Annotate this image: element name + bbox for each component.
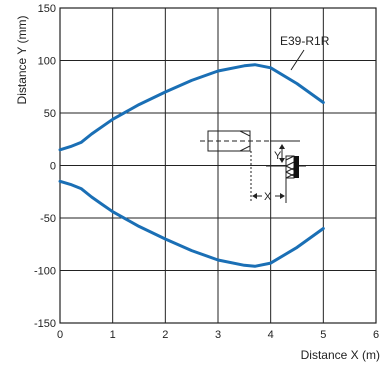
x-arrow-head-right xyxy=(280,193,285,199)
series-curve-upper xyxy=(58,63,325,152)
y-tick-label: 0 xyxy=(50,161,56,173)
series-label-e39-r1r: E39-R1R xyxy=(280,34,330,48)
series-label-leader xyxy=(290,49,305,71)
y-tick-label: 50 xyxy=(44,108,56,120)
y-tick-label: -50 xyxy=(40,213,56,225)
x-tick-label: 6 xyxy=(373,329,379,341)
reflector-backing xyxy=(294,156,299,178)
grid-lines xyxy=(60,8,376,323)
x-tick-label: 2 xyxy=(162,329,168,341)
setup-diagram: Y X xyxy=(200,130,306,203)
tick-labels: 0 1 2 3 4 5 6 150 100 50 0 -50 -100 -150 xyxy=(34,3,379,341)
x-tick-label: 4 xyxy=(268,329,274,341)
y-tick-label: -150 xyxy=(34,318,56,330)
x-tick-label: 5 xyxy=(320,329,326,341)
x-axis-label: Distance X (m) xyxy=(301,348,380,362)
series-curve-lower xyxy=(58,179,325,268)
y-tick-label: 150 xyxy=(38,3,56,15)
y-arrow-head-up xyxy=(279,144,285,149)
y-dimension-label: Y xyxy=(274,150,282,162)
x-tick-label: 0 xyxy=(57,329,63,341)
y-arrow-head-down xyxy=(279,158,285,163)
x-tick-label: 3 xyxy=(215,329,221,341)
y-axis-label: Distance Y (mm) xyxy=(15,16,29,105)
x-arrow-head-left xyxy=(252,193,257,199)
y-tick-label: -100 xyxy=(34,266,56,278)
y-tick-label: 100 xyxy=(38,56,56,68)
reflector-pattern xyxy=(285,155,295,179)
series-curves xyxy=(58,63,325,268)
x-tick-label: 1 xyxy=(110,329,116,341)
plot-frame xyxy=(59,7,377,324)
x-dimension-label: X xyxy=(264,191,272,203)
